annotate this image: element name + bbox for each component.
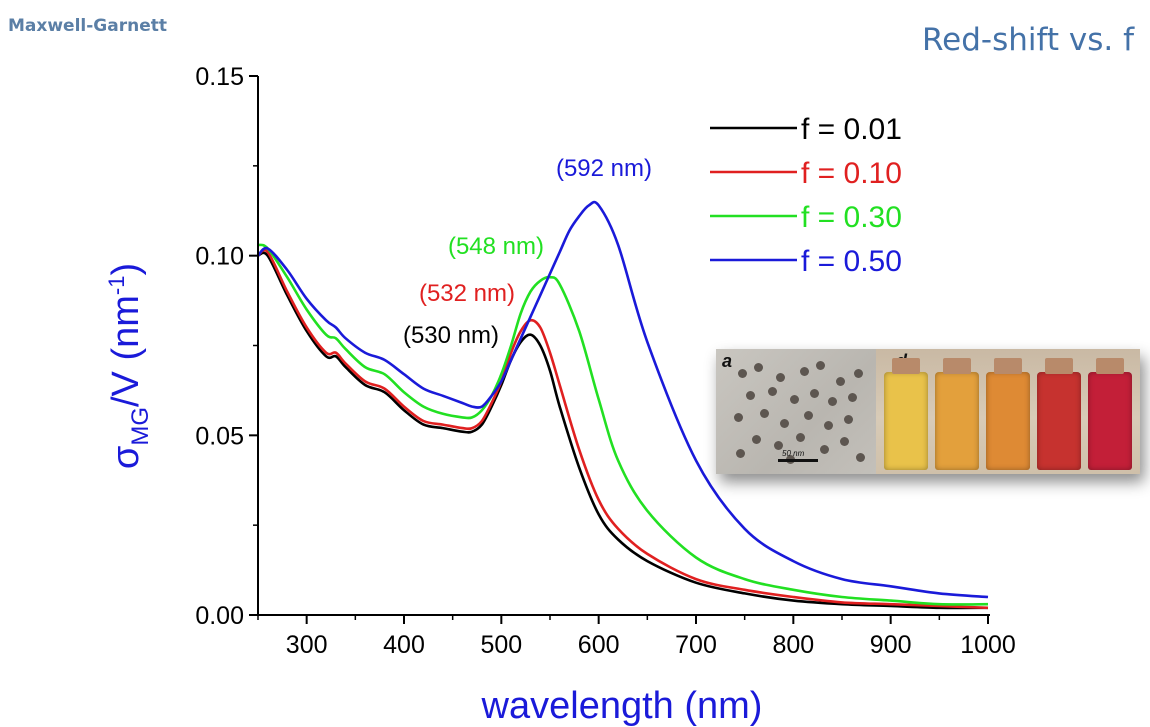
nanoparticle — [754, 363, 763, 372]
peak-label-3: (592 nm) — [556, 155, 652, 182]
vial-1 — [934, 358, 979, 470]
scale-bar-label: 50 nm — [782, 449, 805, 458]
legend-label-0: f = 0.01 — [801, 113, 902, 146]
nanoparticle — [820, 445, 829, 454]
nanoparticle — [774, 441, 783, 450]
vial-3 — [1037, 358, 1082, 470]
nanoparticle — [816, 361, 825, 370]
peak-label-2: (548 nm) — [448, 233, 544, 260]
vial-cap — [1045, 358, 1074, 374]
y-label-end: ) — [105, 263, 147, 276]
x-tick-label: 600 — [578, 631, 620, 659]
vials-image: d — [876, 349, 1140, 474]
x-tick-label: 1000 — [960, 631, 1016, 659]
nanoparticle — [796, 433, 805, 442]
y-tick-label: 0.00 — [195, 602, 244, 630]
corner-title: Maxwell-Garnett — [8, 16, 167, 36]
nanoparticle — [738, 369, 747, 378]
nanoparticle — [768, 387, 777, 396]
series-curves — [257, 200, 989, 610]
vial-cap — [942, 358, 971, 374]
series-line-2 — [257, 243, 989, 606]
tem-image: a 50 nm — [716, 349, 876, 474]
vial-cap — [1096, 358, 1125, 374]
x-tick-label: 300 — [286, 631, 328, 659]
vial-4 — [1088, 358, 1133, 470]
nanoparticle — [746, 391, 755, 400]
nanoparticle — [836, 377, 845, 386]
panel-letter-a: a — [722, 351, 733, 371]
nanoparticle — [828, 397, 837, 406]
peak-annotations: (530 nm) (532 nm) (548 nm) (592 nm) — [403, 155, 652, 349]
peak-label-0: (530 nm) — [403, 322, 499, 349]
chart-legend: f = 0.01 f = 0.10 f = 0.30 f = 0.50 — [710, 113, 902, 278]
y-tick-label: 0.10 — [195, 243, 244, 271]
y-tick-label: 0.05 — [195, 422, 244, 450]
nanoparticle — [776, 373, 785, 382]
x-axis-label: wavelength (nm) — [481, 685, 763, 727]
vial-2 — [985, 358, 1030, 470]
nanoparticle — [854, 369, 863, 378]
y-label-sup: -1 — [104, 276, 129, 296]
peak-label-1: (532 nm) — [419, 280, 515, 307]
vial-cap — [993, 358, 1022, 374]
slide-title: Red-shift vs. f — [922, 22, 1134, 58]
chart-axes: 300 400 500 600 700 800 900 1000 0.00 0.05 0.10 0.1… — [195, 63, 1015, 659]
nanoparticle — [780, 419, 789, 428]
nanoparticle — [790, 395, 799, 404]
vial-cap — [891, 358, 920, 374]
nanoparticle — [752, 435, 761, 444]
x-tick-label: 500 — [480, 631, 522, 659]
nanoparticle — [848, 393, 857, 402]
inset-photo: a 50 nm d — [716, 349, 1140, 474]
nanoparticle — [810, 389, 819, 398]
y-axis-label: σMG/V (nm-1) — [104, 263, 154, 469]
nanoparticle — [736, 449, 745, 458]
y-label-mid: /V (nm — [105, 295, 147, 407]
nanoparticle — [844, 415, 853, 424]
series-line-3 — [257, 200, 989, 599]
nanoparticle — [824, 421, 833, 430]
nanoparticle — [760, 409, 769, 418]
nanoparticle — [800, 367, 809, 376]
nanoparticle — [856, 453, 865, 462]
nanoparticle — [734, 413, 743, 422]
y-label-sub: MG — [127, 407, 154, 446]
x-tick-label: 800 — [772, 631, 814, 659]
nanoparticle — [804, 411, 813, 420]
vial-0 — [883, 358, 928, 470]
legend-label-2: f = 0.30 — [801, 201, 902, 234]
legend-label-1: f = 0.10 — [801, 157, 902, 190]
y-tick-label: 0.15 — [195, 63, 244, 91]
legend-label-3: f = 0.50 — [801, 245, 902, 278]
series-line-1 — [257, 248, 989, 610]
scale-bar — [778, 459, 818, 462]
x-tick-label: 400 — [383, 631, 425, 659]
y-label-main: σ — [105, 446, 147, 469]
nanoparticle — [840, 437, 849, 446]
x-tick-label: 900 — [870, 631, 912, 659]
x-tick-label: 700 — [675, 631, 717, 659]
